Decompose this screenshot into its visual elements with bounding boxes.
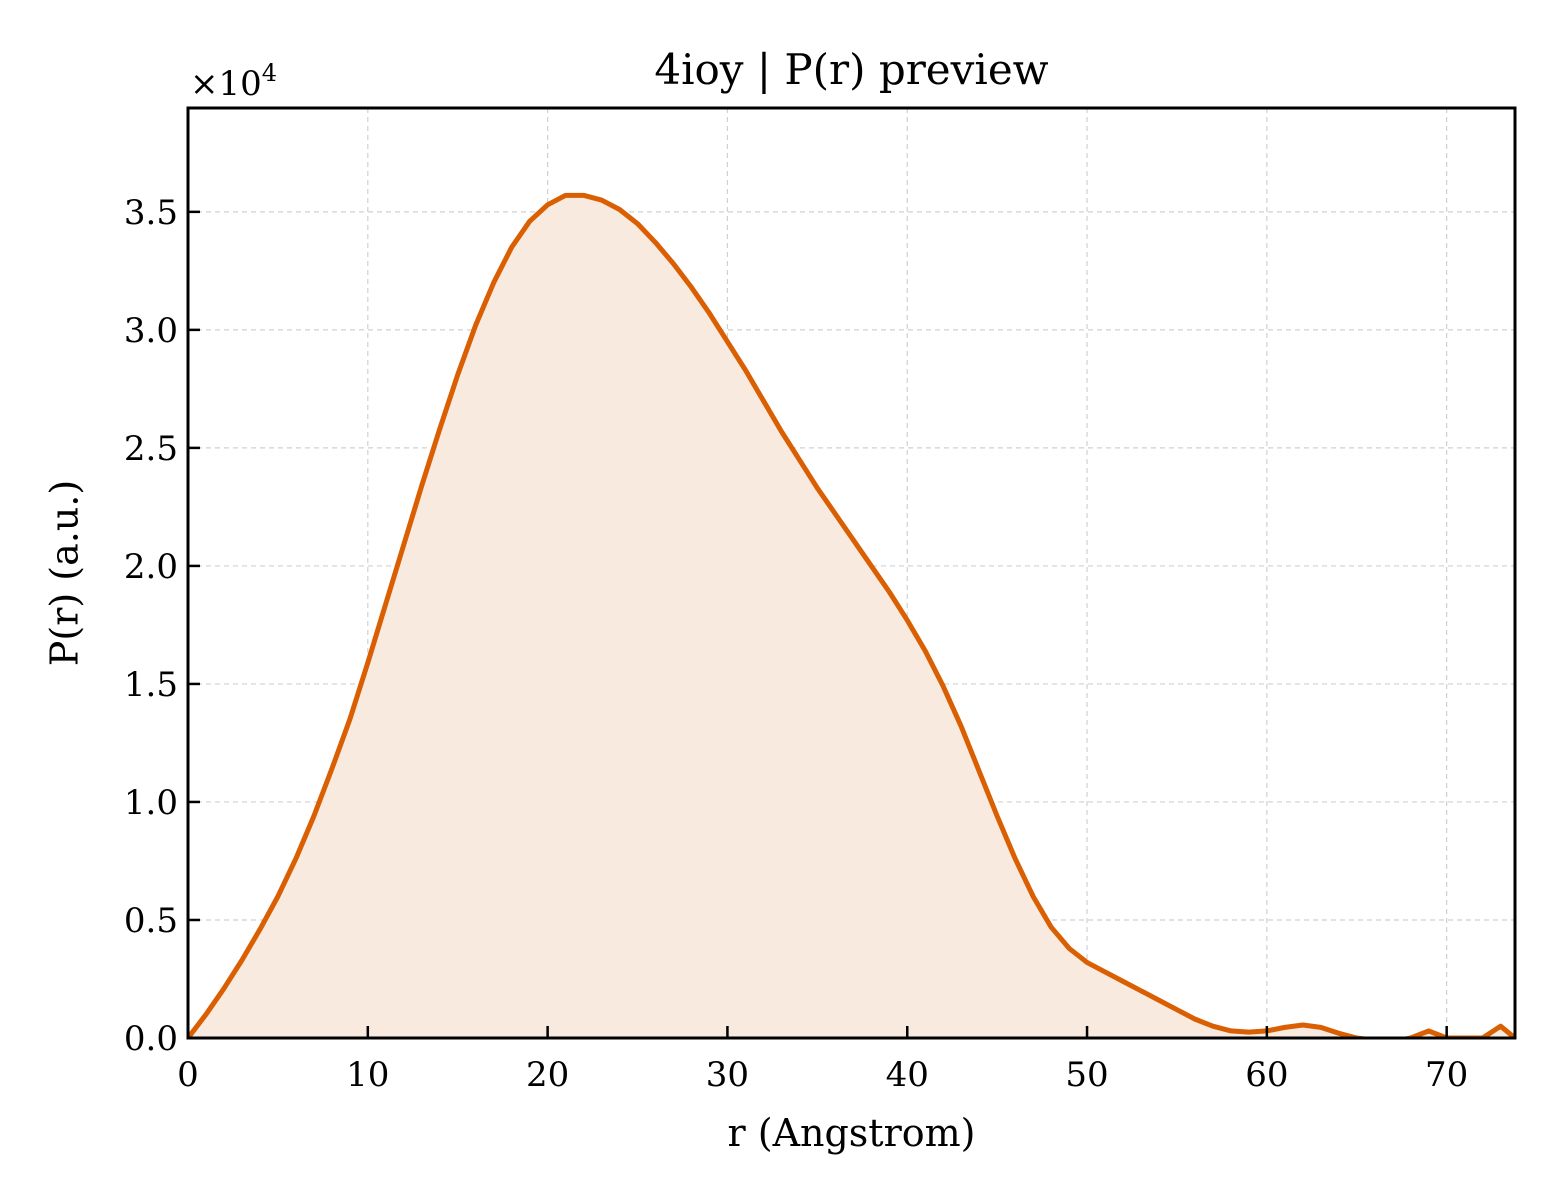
series-area (188, 195, 1515, 1038)
y-tick-label: 2.0 (124, 547, 178, 587)
x-tick-label: 50 (1065, 1055, 1108, 1095)
y-axis-label: P(r) (a.u.) (43, 480, 87, 666)
area-fill (188, 195, 1515, 1038)
x-axis-label: r (Angstrom) (728, 1111, 976, 1155)
x-tick-label: 30 (706, 1055, 749, 1095)
y-axis-multiplier: ×104 (190, 59, 277, 104)
plot-frame (186, 106, 1517, 1040)
x-tick-label: 70 (1425, 1055, 1468, 1095)
series-line (188, 192, 1515, 1038)
y-tick-label: 1.0 (124, 783, 178, 823)
y-tick-label: 0.5 (124, 901, 178, 941)
y-tick-label: 2.5 (124, 429, 178, 469)
ticks: 0 10 20 30 40 50 60 70 0.0 0.5 1.0 1.5 2.0 2.5 3.0 3.5 (124, 193, 1468, 1095)
y-multiplier-exponent: 4 (262, 59, 277, 87)
y-tick-label: 3.0 (124, 311, 178, 351)
y-tick-label: 1.5 (124, 665, 178, 705)
y-multiplier-base: ×10 (190, 64, 262, 104)
x-tick-label: 10 (346, 1055, 389, 1095)
chart-title: 4ioy | P(r) preview (654, 45, 1048, 94)
pr-curve (188, 192, 1515, 1038)
x-tick-label: 0 (177, 1055, 199, 1095)
x-tick-label: 60 (1245, 1055, 1288, 1095)
y-tick-label: 3.5 (124, 193, 178, 233)
x-tick-label: 20 (526, 1055, 569, 1095)
x-tick-label: 40 (886, 1055, 929, 1095)
y-tick-label: 0.0 (124, 1019, 178, 1059)
